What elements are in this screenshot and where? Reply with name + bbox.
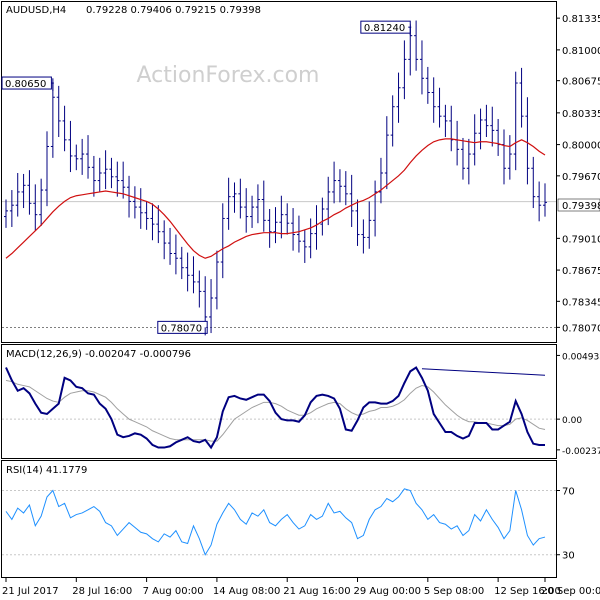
price-tick-label: 0.80335 — [562, 109, 600, 120]
price-panel-frame — [1, 1, 557, 343]
watermark: ActionForex.com — [137, 63, 320, 88]
price-header-symbol: AUDUSD,H4 — [6, 5, 66, 16]
macd-tick-label: 0.00 — [562, 416, 582, 426]
time-tick-label: 7 Aug 00:00 — [143, 586, 204, 597]
time-tick-label: 5 Sep 08:00 — [424, 586, 484, 597]
rsi-line — [5, 488, 546, 556]
time-tick-label: 21 Jul 2017 — [2, 586, 59, 597]
rsi-tick-label: 30 — [562, 551, 575, 562]
price-axis: 0.81335 0.81000 0.80675 0.80335 0.80000 0.796… — [556, 14, 600, 334]
price-tick-label: 0.80000 — [562, 141, 600, 152]
price-header-ohlc: 0.79228 0.79406 0.79215 0.79398 — [86, 5, 261, 16]
rsi-axis: 70 30 — [556, 486, 575, 562]
time-tick-label: 28 Jul 16:00 — [72, 586, 132, 597]
svg-text:0.79398: 0.79398 — [562, 201, 600, 212]
price-tick-label: 0.78070 — [562, 323, 600, 334]
annotation-label: 0.80650 — [5, 79, 46, 90]
rsi-panel-frame — [1, 460, 557, 578]
price-annotations: 0.80650 0.81240 0.78070 — [1, 20, 412, 336]
macd-tick-label: 0.004935 — [562, 352, 600, 362]
price-tick-label: 0.78675 — [562, 266, 600, 277]
price-tick-label: 0.79010 — [562, 234, 600, 245]
annotation-label: 0.78070 — [161, 323, 202, 334]
annotation-label: 0.81240 — [364, 23, 405, 34]
moving-average-line — [5, 138, 546, 259]
macd-line — [5, 366, 545, 450]
time-tick-label: 29 Aug 00:00 — [354, 586, 421, 597]
macd-tick-label: -0.002379 — [562, 447, 600, 457]
time-axis: 21 Jul 2017 28 Jul 16:00 7 Aug 00:00 14 Aug… — [2, 578, 600, 597]
macd-layer — [5, 366, 546, 450]
reference-lines — [2, 201, 556, 556]
macd-panel-frame — [1, 344, 557, 459]
rsi-tick-label: 70 — [562, 486, 575, 497]
rsi-layer — [5, 488, 546, 556]
time-tick-label: 21 Aug 16:00 — [283, 586, 350, 597]
time-tick-label: 12 Sep 16:00 — [494, 586, 561, 597]
price-bars — [4, 20, 547, 334]
price-tick-label: 0.78345 — [562, 297, 600, 308]
time-tick-label: 20 Sep 00:00 — [541, 586, 600, 597]
macd-axis: 0.004935 0.00 -0.002379 — [556, 352, 600, 457]
time-tick-label: 14 Aug 08:00 — [213, 586, 280, 597]
current-price-marker: 0.79398 — [557, 198, 600, 212]
macd-trendline — [421, 368, 546, 376]
price-tick-label: 0.80675 — [562, 77, 600, 88]
macd-header: MACD(12,26,9) -0.002047 -0.000796 — [6, 349, 191, 360]
rsi-header: RSI(14) 41.1779 — [6, 465, 87, 476]
price-tick-label: 0.81000 — [562, 46, 600, 57]
price-tick-label: 0.81335 — [562, 14, 600, 25]
macd-signal-line — [5, 379, 546, 442]
price-tick-label: 0.79670 — [562, 172, 600, 183]
